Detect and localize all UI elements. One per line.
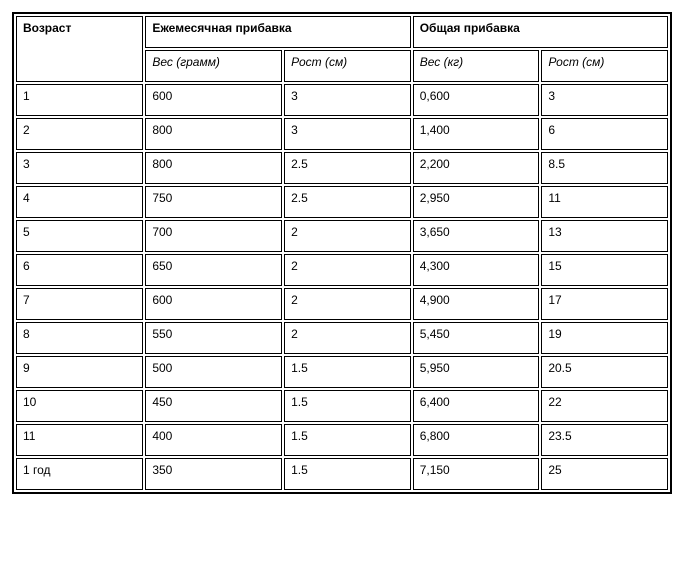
cell-total-height: 25 xyxy=(541,458,668,490)
cell-total-weight: 1,400 xyxy=(413,118,540,150)
table-row: 1 год3501.57,15025 xyxy=(16,458,668,490)
cell-total-weight: 0,600 xyxy=(413,84,540,116)
cell-total-height: 8.5 xyxy=(541,152,668,184)
cell-total-weight: 6,800 xyxy=(413,424,540,456)
cell-total-weight: 7,150 xyxy=(413,458,540,490)
table-row: 570023,65013 xyxy=(16,220,668,252)
table-row: 104501.56,40022 xyxy=(16,390,668,422)
table-header-row-1: Возраст Ежемесячная прибавка Общая приба… xyxy=(16,16,668,48)
cell-age: 3 xyxy=(16,152,143,184)
cell-total-weight: 5,450 xyxy=(413,322,540,354)
cell-monthly-weight: 650 xyxy=(145,254,282,286)
cell-monthly-weight: 600 xyxy=(145,288,282,320)
cell-monthly-height: 2 xyxy=(284,220,411,252)
table-body: 160030,6003280031,400638002.52,2008.5475… xyxy=(16,84,668,490)
cell-total-weight: 5,950 xyxy=(413,356,540,388)
cell-monthly-weight: 800 xyxy=(145,152,282,184)
header-monthly-height: Рост (см) xyxy=(284,50,411,82)
table-row: 38002.52,2008.5 xyxy=(16,152,668,184)
table-row: 114001.56,80023.5 xyxy=(16,424,668,456)
cell-monthly-height: 2 xyxy=(284,288,411,320)
cell-monthly-height: 2.5 xyxy=(284,152,411,184)
table-row: 665024,30015 xyxy=(16,254,668,286)
cell-total-height: 20.5 xyxy=(541,356,668,388)
table-row: 280031,4006 xyxy=(16,118,668,150)
cell-total-height: 23.5 xyxy=(541,424,668,456)
cell-age: 1 xyxy=(16,84,143,116)
table-row: 760024,90017 xyxy=(16,288,668,320)
table-row: 47502.52,95011 xyxy=(16,186,668,218)
cell-monthly-weight: 400 xyxy=(145,424,282,456)
cell-monthly-weight: 450 xyxy=(145,390,282,422)
cell-monthly-height: 1.5 xyxy=(284,390,411,422)
cell-total-height: 13 xyxy=(541,220,668,252)
cell-total-weight: 2,200 xyxy=(413,152,540,184)
cell-total-height: 15 xyxy=(541,254,668,286)
cell-age: 5 xyxy=(16,220,143,252)
cell-monthly-height: 3 xyxy=(284,84,411,116)
cell-monthly-height: 1.5 xyxy=(284,356,411,388)
cell-total-height: 11 xyxy=(541,186,668,218)
cell-age: 8 xyxy=(16,322,143,354)
cell-age: 1 год xyxy=(16,458,143,490)
cell-total-height: 6 xyxy=(541,118,668,150)
header-total-height: Рост (см) xyxy=(541,50,668,82)
cell-age: 11 xyxy=(16,424,143,456)
cell-total-weight: 4,900 xyxy=(413,288,540,320)
cell-monthly-height: 1.5 xyxy=(284,458,411,490)
cell-monthly-height: 2 xyxy=(284,322,411,354)
cell-monthly-weight: 600 xyxy=(145,84,282,116)
cell-total-height: 22 xyxy=(541,390,668,422)
cell-monthly-height: 3 xyxy=(284,118,411,150)
cell-total-weight: 6,400 xyxy=(413,390,540,422)
cell-monthly-weight: 800 xyxy=(145,118,282,150)
cell-total-height: 17 xyxy=(541,288,668,320)
cell-age: 7 xyxy=(16,288,143,320)
header-total: Общая прибавка xyxy=(413,16,668,48)
cell-age: 4 xyxy=(16,186,143,218)
cell-monthly-height: 2.5 xyxy=(284,186,411,218)
cell-monthly-weight: 550 xyxy=(145,322,282,354)
cell-total-weight: 3,650 xyxy=(413,220,540,252)
cell-monthly-weight: 700 xyxy=(145,220,282,252)
cell-age: 6 xyxy=(16,254,143,286)
cell-monthly-height: 2 xyxy=(284,254,411,286)
cell-age: 9 xyxy=(16,356,143,388)
header-monthly: Ежемесячная прибавка xyxy=(145,16,410,48)
cell-total-height: 19 xyxy=(541,322,668,354)
cell-total-height: 3 xyxy=(541,84,668,116)
table-row: 855025,45019 xyxy=(16,322,668,354)
cell-total-weight: 4,300 xyxy=(413,254,540,286)
cell-age: 2 xyxy=(16,118,143,150)
cell-total-weight: 2,950 xyxy=(413,186,540,218)
header-age: Возраст xyxy=(16,16,143,82)
cell-monthly-height: 1.5 xyxy=(284,424,411,456)
header-total-weight: Вес (кг) xyxy=(413,50,540,82)
table-row: 160030,6003 xyxy=(16,84,668,116)
cell-monthly-weight: 500 xyxy=(145,356,282,388)
growth-table: Возраст Ежемесячная прибавка Общая приба… xyxy=(12,12,672,494)
header-monthly-weight: Вес (грамм) xyxy=(145,50,282,82)
cell-monthly-weight: 750 xyxy=(145,186,282,218)
cell-age: 10 xyxy=(16,390,143,422)
cell-monthly-weight: 350 xyxy=(145,458,282,490)
table-row: 95001.55,95020.5 xyxy=(16,356,668,388)
